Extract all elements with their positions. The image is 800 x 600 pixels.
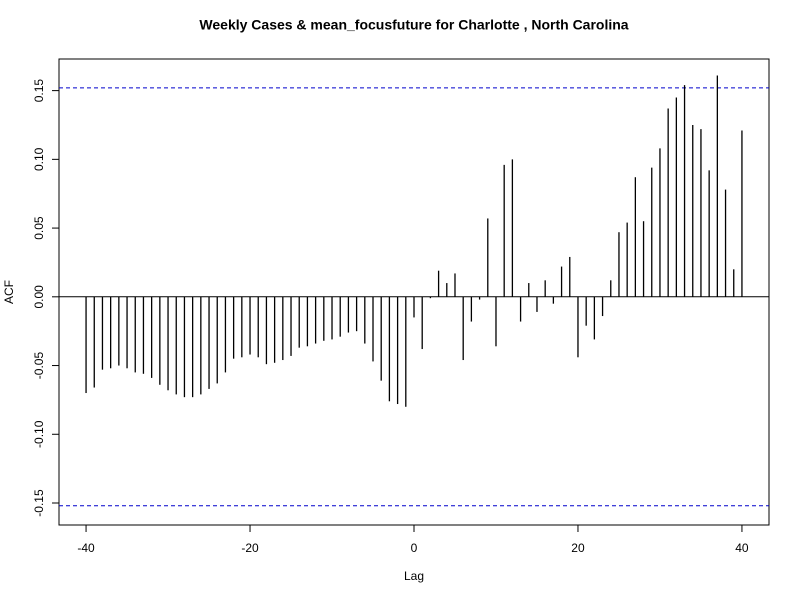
x-tick-label: -40 [77,541,95,555]
y-tick-label: 0.15 [32,79,46,103]
x-tick-label: 40 [735,541,749,555]
y-tick-label: 0.05 [32,216,46,240]
y-tick-label: 0.10 [32,147,46,171]
y-axis-label: ACF [2,280,16,304]
x-tick-label: 0 [411,541,418,555]
y-tick-label: 0.00 [32,285,46,309]
plot-box [58,58,770,526]
x-tick-label: -20 [241,541,259,555]
x-axis-label: Lag [404,569,424,583]
chart-title: Weekly Cases & mean_focusfuture for Char… [199,17,628,33]
y-tick-label: -0.10 [32,420,46,448]
y-tick-label: -0.15 [32,489,46,517]
x-tick-label: 20 [571,541,585,555]
y-tick-label: -0.05 [32,352,46,380]
